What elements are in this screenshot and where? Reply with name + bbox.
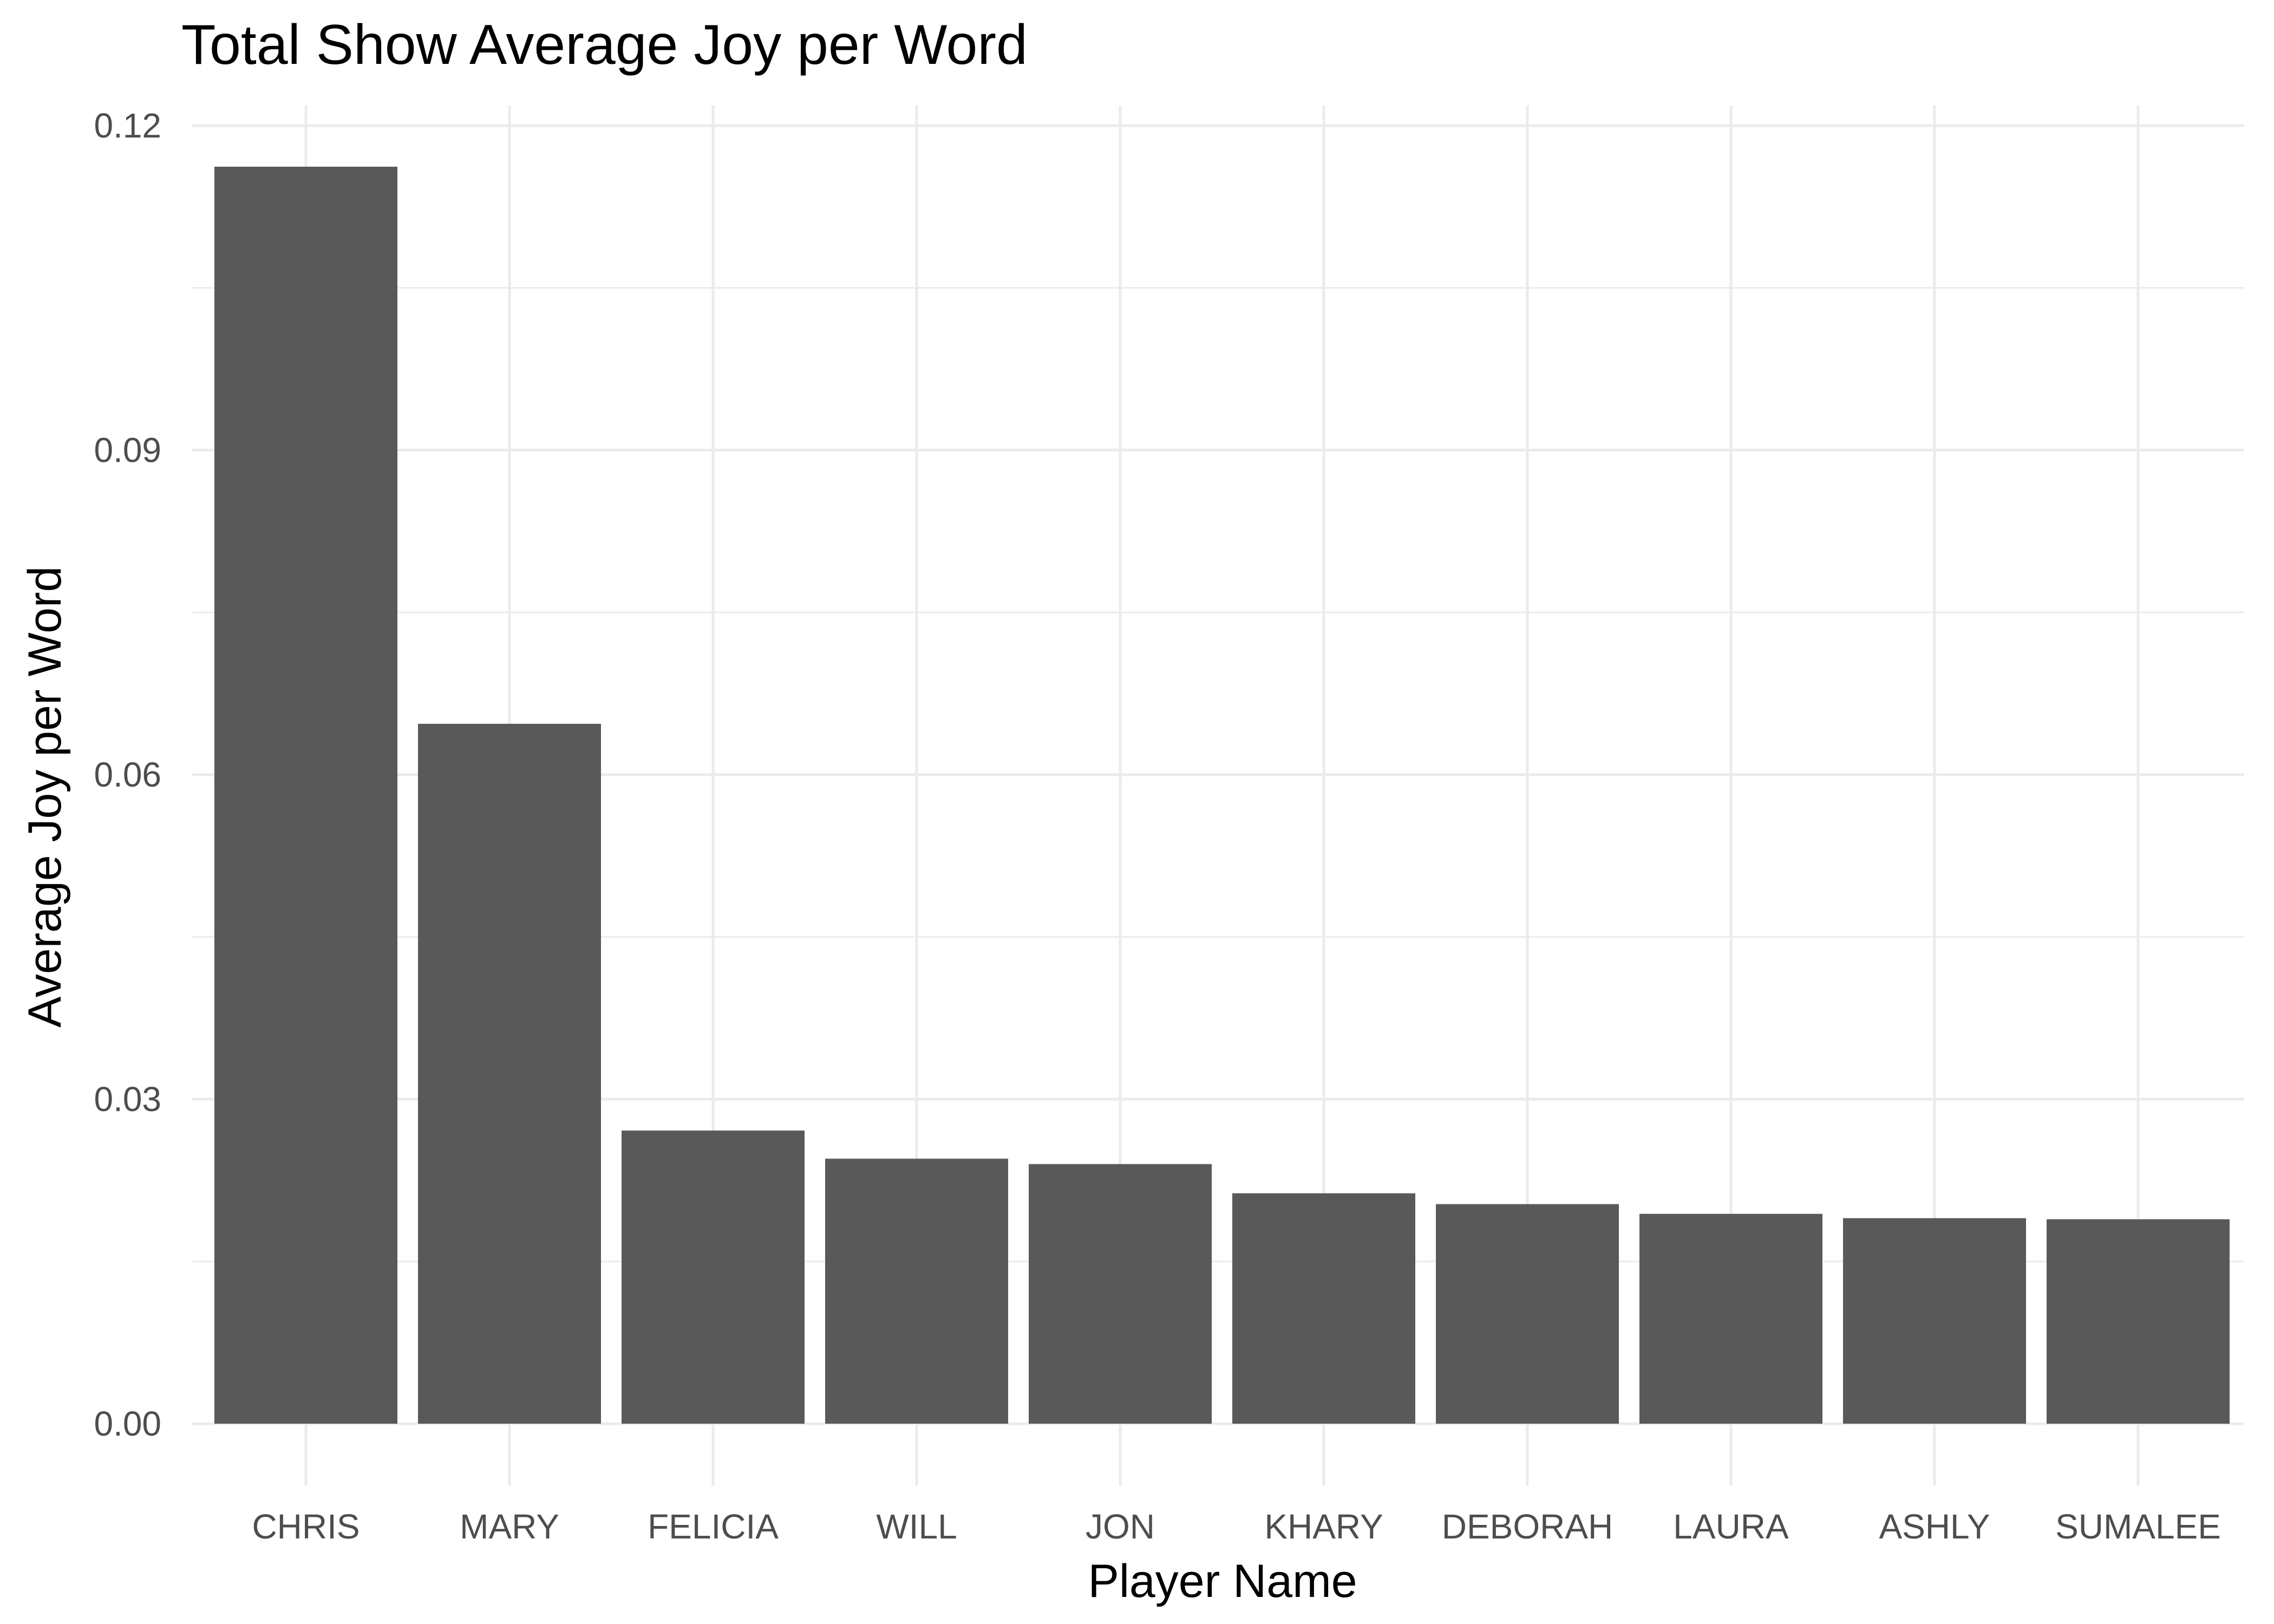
x-tick-label: SUMALEE bbox=[2055, 1507, 2221, 1546]
bar-laura bbox=[1639, 1214, 1822, 1424]
y-tick-label: 0.12 bbox=[94, 106, 161, 145]
bar-khary bbox=[1232, 1193, 1415, 1424]
x-tick-label: WILL bbox=[876, 1507, 957, 1546]
x-tick-label: ASHLY bbox=[1879, 1507, 1990, 1546]
y-axis-tick-labels: 0.00 0.03 0.06 0.09 0.12 bbox=[94, 106, 161, 1443]
x-tick-label: DEBORAH bbox=[1442, 1507, 1613, 1546]
bar-chris bbox=[214, 166, 397, 1424]
y-tick-label: 0.00 bbox=[94, 1404, 161, 1443]
bars bbox=[214, 166, 2230, 1424]
bar-mary bbox=[418, 724, 601, 1424]
x-tick-label: CHRIS bbox=[252, 1507, 360, 1546]
bar-deborah bbox=[1436, 1204, 1619, 1424]
bar-sumalee bbox=[2047, 1219, 2230, 1424]
bar-will bbox=[825, 1158, 1008, 1424]
x-tick-label: JON bbox=[1086, 1507, 1155, 1546]
x-tick-label: MARY bbox=[460, 1507, 559, 1546]
x-tick-label: LAURA bbox=[1673, 1507, 1789, 1546]
x-tick-label: FELICIA bbox=[648, 1507, 779, 1546]
x-axis-title: Player Name bbox=[1088, 1555, 1357, 1607]
x-axis-tick-labels: CHRIS MARY FELICIA WILL JON KHARY DEBORAH LAURA… bbox=[252, 1507, 2221, 1546]
bar-felicia bbox=[622, 1130, 805, 1424]
bar-jon bbox=[1029, 1164, 1212, 1424]
y-tick-label: 0.03 bbox=[94, 1080, 161, 1119]
y-tick-label: 0.09 bbox=[94, 431, 161, 470]
y-axis-title: Average Joy per Word bbox=[19, 566, 71, 1027]
bar-ashly bbox=[1843, 1218, 2026, 1424]
x-tick-label: KHARY bbox=[1264, 1507, 1383, 1546]
chart-title: Total Show Average Joy per Word bbox=[181, 14, 1028, 76]
y-tick-label: 0.06 bbox=[94, 755, 161, 794]
